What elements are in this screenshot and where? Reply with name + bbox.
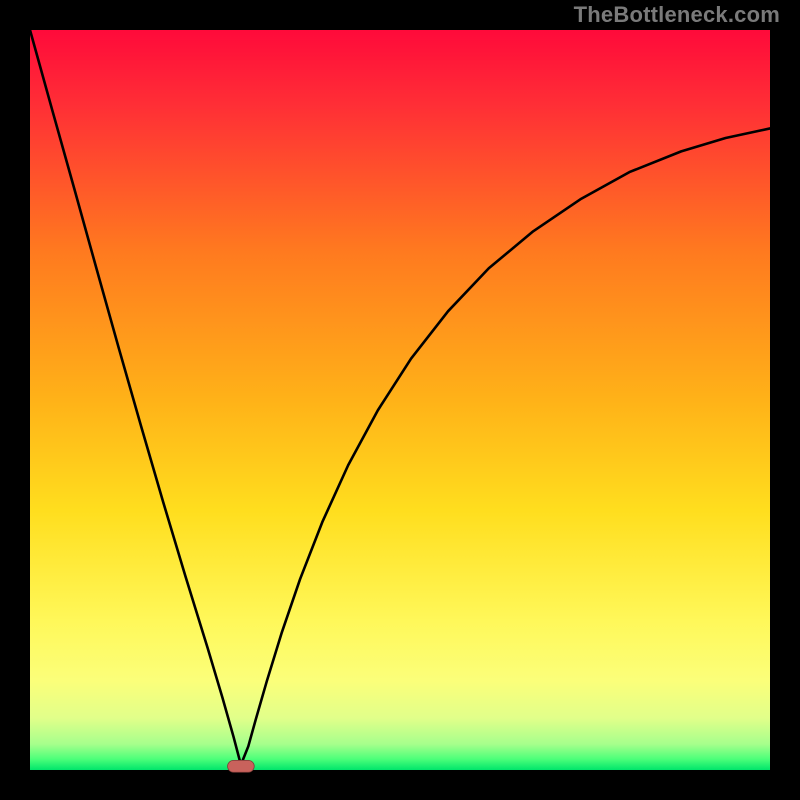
watermark-text: TheBottleneck.com	[574, 2, 780, 28]
plot-area	[30, 30, 770, 772]
plot-background	[30, 30, 770, 770]
bottleneck-chart	[0, 0, 800, 800]
min-marker	[228, 760, 255, 772]
chart-frame: TheBottleneck.com	[0, 0, 800, 800]
